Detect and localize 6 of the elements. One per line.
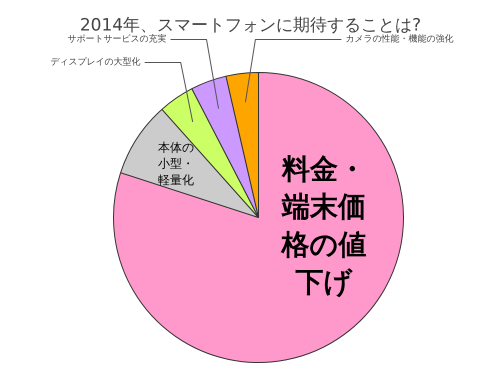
slice-label: 本体の小型・軽量化 — [158, 140, 194, 187]
slice-label: カメラの性能・機能の強化 — [345, 34, 454, 44]
slice-label: ディスプレイの大型化 — [50, 56, 141, 68]
slice-label: 料金・端末価格の値下げ — [280, 152, 366, 299]
slice-label: サポートサービスの充実 — [68, 34, 167, 44]
chart-title: 2014年、スマートフォンに期待することは? — [80, 16, 422, 36]
